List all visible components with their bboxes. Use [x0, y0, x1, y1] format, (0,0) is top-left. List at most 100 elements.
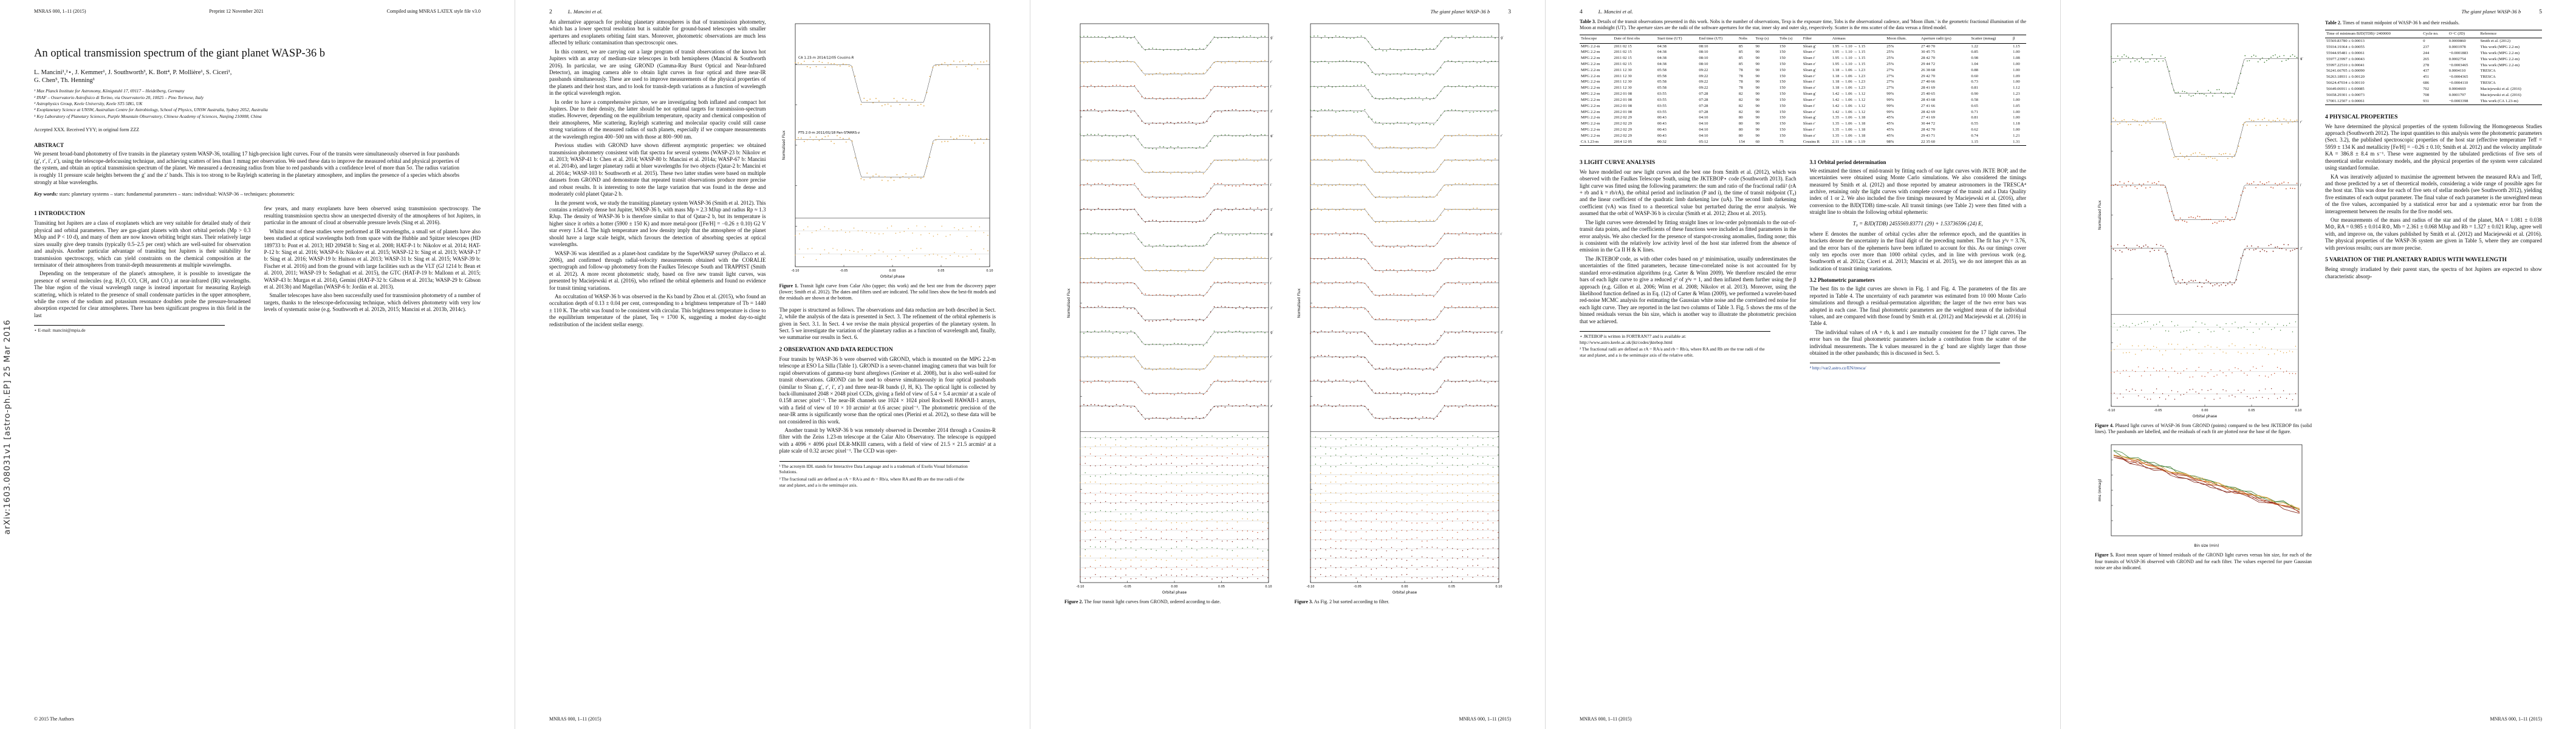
page5-column-right: Table 2. Times of transit midpoint of WA…: [2325, 19, 2542, 576]
table-cell: 150: [1779, 133, 1786, 138]
footnote: ¹ The acronym IDL stands for Interactive…: [779, 463, 968, 475]
compiled-note: Compiled using MNRAS LATEX style file v3…: [386, 9, 481, 14]
table-cell: 04:10: [1699, 122, 1708, 126]
svg-text:-0.05: -0.05: [1354, 585, 1362, 589]
table-cell: 29 43 71: [1920, 133, 1935, 138]
paragraph: We have determined the physical properti…: [2325, 123, 2542, 171]
table-cell: 90: [1755, 67, 1760, 72]
table-cell: 05:58: [1657, 67, 1667, 72]
figure2-plot: g′ r′ i′ z′ g′ r′ i′ z′ g′ r′ i′ z′ g′ r′ i′ z′ -0.10 -0.…: [1064, 19, 1281, 596]
table-cell: 1.31: [2012, 139, 2026, 146]
table-row: MPG 2.2-m 2012 02 29 00:43 04:10 80 90 150 Sloa…: [1580, 133, 2026, 139]
table-cell: 04:10: [1699, 128, 1708, 132]
table-header-cell: Airmass: [1831, 35, 1886, 44]
table-cell: 237: [2423, 45, 2430, 50]
table-cell: 2011 12 30: [1614, 86, 1632, 91]
table-cell: MPG 2.2-m: [1581, 109, 1600, 114]
running-title: The giant planet WASP-36 b: [2461, 9, 2521, 15]
table3-caption-text: Details of the transit observations pres…: [1580, 19, 2027, 31]
table-cell: Sloan z′: [1803, 133, 1816, 138]
table-cell: 00:32: [1656, 139, 1698, 146]
table-cell: 80: [1739, 128, 1743, 132]
affiliation: ³ Astrophysics Group, Keele University, …: [34, 100, 143, 106]
table-cell: 99%: [1886, 103, 1894, 108]
table-cell: −0.0004110: [2448, 81, 2468, 86]
table-cell: 0.0001978: [2448, 45, 2466, 50]
table-cell: 22 35 60: [1919, 139, 1970, 146]
table-cell: 0.58: [1971, 97, 1978, 102]
table-cell: 150: [1779, 92, 1786, 97]
page1-columns: 1 INTRODUCTION Transiting hot Jupiters a…: [34, 205, 481, 335]
table-cell: 2012 01 08: [1614, 103, 1632, 108]
table-cell: 2011 12 30: [1614, 80, 1632, 84]
page1-column-right: few years, and many exoplanets have been…: [264, 205, 481, 335]
table-cell: 78: [1739, 80, 1743, 84]
table-row: 55977.23997 ± 0.00043 265 0.0002754 This wo…: [2325, 56, 2542, 63]
table-cell: 08:10: [1699, 56, 1708, 61]
footnote-url[interactable]: ⁴ http://var2.astro.cz/EN/tresca/: [1809, 365, 1866, 371]
page5-footer: MNRAS 000, 1–11 (2015): [2490, 716, 2542, 722]
svg-text:Bin size (min): Bin size (min): [2194, 544, 2219, 548]
table-cell: Sloan g′: [1803, 92, 1817, 97]
svg-text:0.10: 0.10: [1495, 585, 1502, 589]
section-4-heading: 4 PHYSICAL PROPERTIES: [2325, 113, 2398, 120]
svg-text:r′: r′: [1270, 257, 1273, 261]
table-cell: 1.95 → 1.10 → 1.15: [1832, 56, 1866, 61]
table2-caption-label: Table 2.: [2325, 20, 2341, 26]
table-cell: 1.35 → 1.06 → 1.18: [1832, 122, 1866, 126]
table-cell: 0.62: [1971, 128, 1978, 132]
intro-paragraphs-left: Transiting hot Jupiters are a class of e…: [34, 220, 251, 319]
svg-text:z′: z′: [1270, 405, 1273, 408]
table-cell: 04:38: [1657, 44, 1667, 49]
table-cell: Sloan r′: [1803, 74, 1816, 78]
page3-column-left: g′ r′ i′ z′ g′ r′ i′ z′ g′ r′ i′ z′ g′ r′ i′ z′ -0.10 -0.…: [1064, 19, 1281, 610]
table-cell: 75: [1778, 139, 1802, 146]
paragraph: Smaller telescopes have also been succes…: [264, 292, 481, 313]
page1-running-head: MNRAS 000, 1–11 (2015) Preprint 12 Novem…: [34, 9, 481, 14]
page3-running-head: The giant planet WASP-36 b 3: [1064, 9, 1512, 15]
svg-text:i′: i′: [1501, 233, 1503, 236]
svg-text:rms (mmag): rms (mmag): [2098, 479, 2102, 502]
svg-text:0.00: 0.00: [1171, 585, 1178, 589]
affiliation-list: ¹ Max Planck Institute for Astronomy, Kö…: [34, 88, 481, 120]
page4-running-head: 4 L. Mancini et al.: [1580, 9, 2026, 15]
paragraph: KA was iteratively adjusted to maximise …: [2325, 173, 2542, 214]
svg-text:FTS 2.0-m 2011/01/18 Pan-S: FTS 2.0-m 2011/01/18 Pan-STARRS-z: [798, 131, 860, 135]
footnote: ² The fractional radii are defined as rA…: [779, 476, 965, 488]
page-number: 3: [1508, 9, 1511, 15]
table-cell: 00:43: [1657, 133, 1667, 138]
table-cell: MPG 2.2-m: [1581, 115, 1600, 120]
table-cell: Sloan g′: [1803, 115, 1817, 120]
table-cell: 0.85: [1971, 50, 1978, 55]
svg-text:0.10: 0.10: [2295, 409, 2301, 412]
table-cell: 56263.18931 ± 0.00120: [2326, 75, 2365, 80]
table-cell: 45%: [1886, 122, 1894, 126]
table-cell: 82: [1739, 97, 1743, 102]
svg-text:Normalised Flux: Normalised Flux: [782, 130, 786, 160]
table-cell: 00:43: [1657, 115, 1667, 120]
paragraph: The best fits to the light curves are sh…: [1809, 286, 2027, 327]
table-cell: 07:28: [1699, 97, 1708, 102]
page2-paragraphs-right-b: Four transits by WASP-36 b were observed…: [779, 356, 996, 455]
table-cell: 90: [1755, 109, 1760, 114]
table-cell: 08:10: [1699, 50, 1708, 55]
table-cell: 27 40 70: [1920, 44, 1935, 49]
table-cell: MPG 2.2-m: [1581, 92, 1600, 97]
table-row: MPG 2.2-m 2011 02 15 04:38 08:10 85 90 150 Sloa…: [1580, 50, 2026, 56]
table-cell: Sloan r′: [1803, 50, 1816, 55]
table-row: 55944.95481 ± 0.00061 244 −0.0001883 This w…: [2325, 50, 2542, 56]
table-cell: 1.00: [2013, 50, 2020, 55]
page-number: 2: [549, 9, 552, 15]
table-cell: MPG 2.2-m: [1581, 44, 1600, 49]
page-2: 2 L. Mancini et al. An alternative appro…: [515, 0, 1030, 729]
table-cell: MPG 2.2-m: [1581, 56, 1600, 61]
table-cell: 80: [1739, 133, 1743, 138]
table-cell: −0.0004365: [2448, 75, 2468, 80]
table-cell: TRESCA: [2480, 69, 2496, 74]
table-cell: 150: [1779, 67, 1786, 72]
table-cell: 09:22: [1699, 86, 1708, 91]
svg-text:-0.10: -0.10: [2107, 409, 2115, 412]
svg-text:r′: r′: [1270, 355, 1273, 359]
table-cell: 1.05: [2013, 103, 2020, 108]
table-cell: Sloan g′: [1803, 67, 1817, 72]
